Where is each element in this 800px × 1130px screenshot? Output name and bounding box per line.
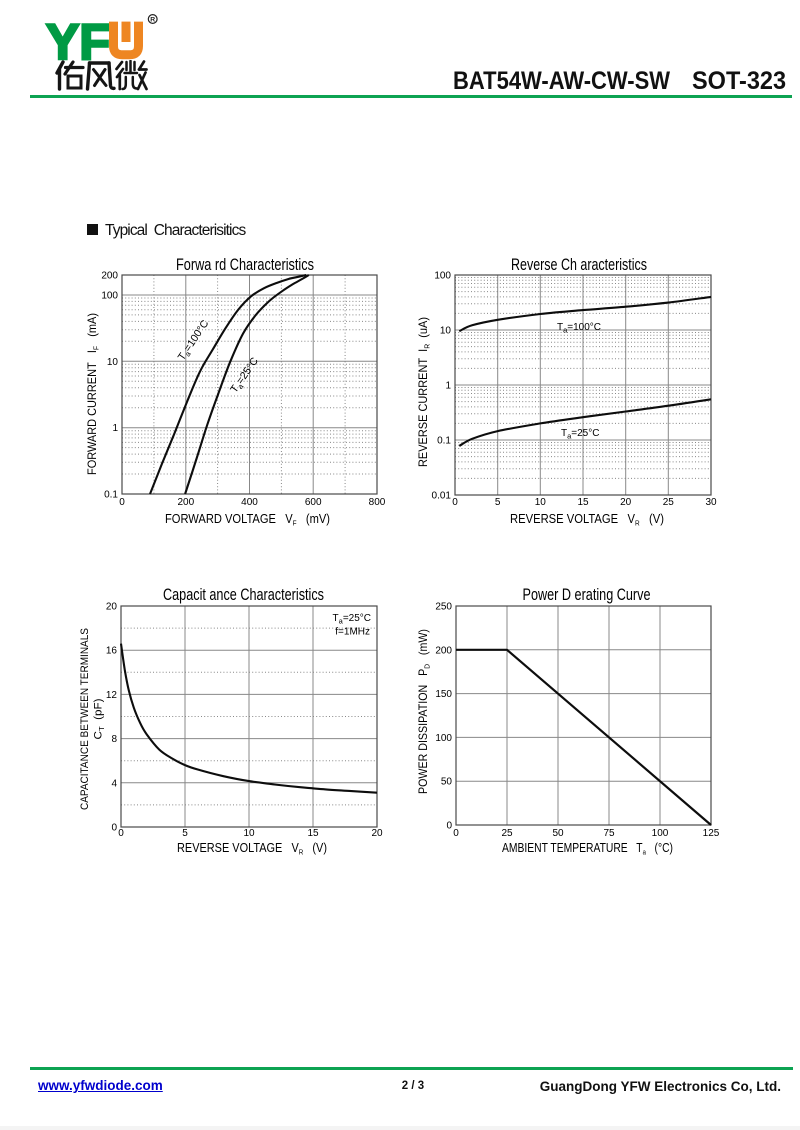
svg-text:10: 10 xyxy=(243,828,255,839)
svg-text:75: 75 xyxy=(603,828,615,839)
svg-text:200: 200 xyxy=(177,497,194,508)
svg-text:REVERSE VOLTAGE VR (V): REVERSE VOLTAGE VR (V) xyxy=(510,511,664,528)
svg-text:5: 5 xyxy=(182,828,188,839)
svg-text:0.1: 0.1 xyxy=(437,436,451,447)
svg-text:200: 200 xyxy=(101,271,118,282)
svg-text:R: R xyxy=(150,17,155,24)
svg-text:1: 1 xyxy=(112,423,118,434)
svg-text:100: 100 xyxy=(652,828,669,839)
svg-text:0: 0 xyxy=(453,828,459,839)
svg-text:0: 0 xyxy=(119,497,125,508)
svg-text:600: 600 xyxy=(305,497,322,508)
svg-text:Ta=100°C: Ta=100°C xyxy=(557,322,601,335)
svg-text:250: 250 xyxy=(435,602,452,613)
svg-text:20: 20 xyxy=(620,497,632,508)
svg-text:Ta=25°C: Ta=25°C xyxy=(333,613,371,626)
svg-text:50: 50 xyxy=(552,828,564,839)
svg-text:100: 100 xyxy=(434,271,451,282)
svg-text:10: 10 xyxy=(535,497,547,508)
svg-text:15: 15 xyxy=(307,828,319,839)
svg-text:25: 25 xyxy=(501,828,513,839)
svg-text:15: 15 xyxy=(577,497,589,508)
svg-text:f=1MHz: f=1MHz xyxy=(335,627,370,638)
svg-text:0: 0 xyxy=(118,828,124,839)
svg-text:100: 100 xyxy=(435,733,452,744)
svg-text:REVERSE VOLTAGE VR (V): REVERSE VOLTAGE VR (V) xyxy=(177,840,327,857)
svg-text:150: 150 xyxy=(435,689,452,700)
svg-text:FORWARD VOLTAGE VF (mV): FORWARD VOLTAGE VF (mV) xyxy=(165,511,330,528)
svg-text:5: 5 xyxy=(495,497,501,508)
svg-text:Ta=25°C: Ta=25°C xyxy=(561,428,599,441)
svg-text:10: 10 xyxy=(440,326,452,337)
svg-text:Capacit ance Characteristics: Capacit ance Characteristics xyxy=(163,586,324,604)
svg-text:8: 8 xyxy=(111,734,117,745)
svg-text:Forwa rd Characteristics: Forwa rd Characteristics xyxy=(176,256,314,274)
svg-text:16: 16 xyxy=(106,646,118,657)
svg-text:FORWARD CURRENT IF (mA): FORWARD CURRENT IF (mA) xyxy=(85,313,101,475)
svg-text:Reverse Ch aracteristics: Reverse Ch aracteristics xyxy=(511,256,647,274)
svg-text:800: 800 xyxy=(369,497,386,508)
svg-text:0.01: 0.01 xyxy=(432,491,452,502)
svg-text:Power D erating Curve: Power D erating Curve xyxy=(523,586,651,604)
svg-text:50: 50 xyxy=(441,777,453,788)
svg-text:REVERSE CURRENT IR (uA): REVERSE CURRENT IR (uA) xyxy=(416,317,432,467)
svg-text:25: 25 xyxy=(663,497,675,508)
svg-text:200: 200 xyxy=(435,645,452,656)
svg-text:30: 30 xyxy=(705,497,717,508)
svg-text:0: 0 xyxy=(111,823,117,834)
svg-text:125: 125 xyxy=(703,828,720,839)
svg-text:1: 1 xyxy=(445,381,451,392)
svg-text:12: 12 xyxy=(106,690,118,701)
svg-text:YF: YF xyxy=(46,14,110,63)
svg-text:20: 20 xyxy=(106,602,118,613)
svg-text:10: 10 xyxy=(107,357,119,368)
svg-text:4: 4 xyxy=(111,778,117,789)
svg-text:0: 0 xyxy=(452,497,458,508)
svg-text:CT (pF): CT (pF) xyxy=(93,698,107,739)
svg-text:0: 0 xyxy=(446,821,452,832)
svg-text:400: 400 xyxy=(241,497,258,508)
svg-text:AMBIENT TEMPERATURE Ta (°C: AMBIENT TEMPERATURE Ta (°C) xyxy=(502,840,673,857)
svg-text:POWER DISSIPATION PD (mW): POWER DISSIPATION PD (mW) xyxy=(416,629,432,794)
svg-text:CAPACITANCE BETWEEN TERMINALS: CAPACITANCE BETWEEN TERMINALS xyxy=(79,628,91,810)
svg-text:100: 100 xyxy=(101,291,118,302)
svg-text:20: 20 xyxy=(371,828,383,839)
svg-text:0.1: 0.1 xyxy=(104,490,118,501)
